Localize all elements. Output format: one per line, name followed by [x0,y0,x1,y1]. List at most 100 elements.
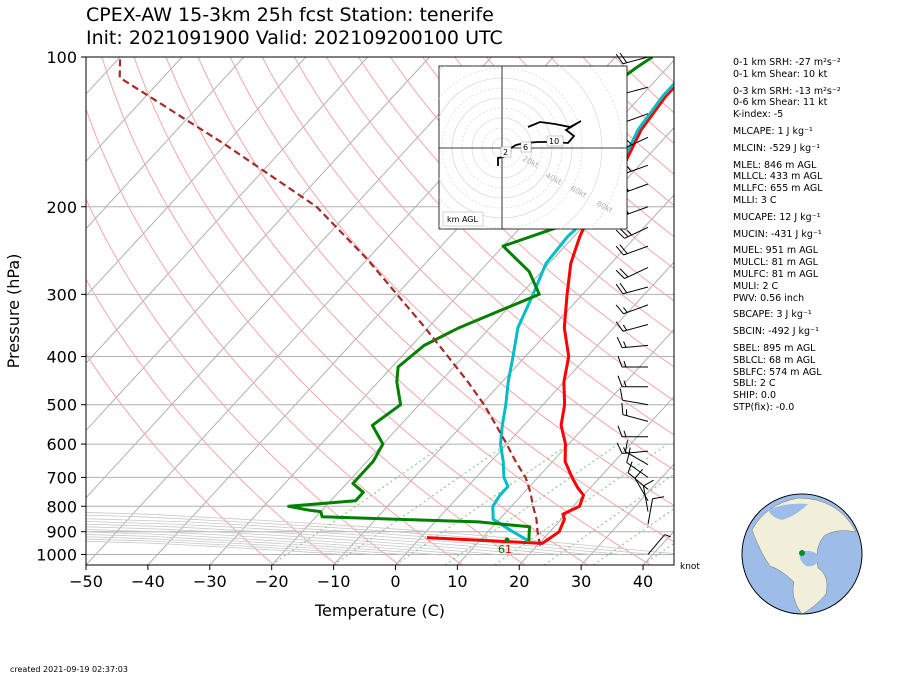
moist-adiabat [0,207,624,555]
x-tick-label: −20 [255,572,289,591]
index-line: MULI: 2 C [733,280,779,292]
wind-barb [615,282,649,295]
wind-barb [621,402,649,422]
y-tick-label: 900 [46,523,77,542]
x-tick-label: 10 [447,572,467,591]
x-tick-label: 0 [390,572,400,591]
x-tick-label: 20 [509,572,529,591]
y-tick-label: 300 [46,285,77,304]
index-line: SBEL: 895 m AGL [733,342,816,354]
isotherm-line [271,126,674,565]
location-globe [741,493,863,615]
dry-adiabat [454,57,674,270]
index-line: MULCL: 81 m AGL [733,257,818,269]
mixing-ratio-line [642,542,674,565]
isotherm-line [457,328,674,565]
wind-barb [647,534,671,555]
dry-adiabat [86,353,275,565]
mixing-ratio-line [543,473,674,565]
wind-unit-label: knot [680,562,700,572]
isotherm-line [86,57,245,230]
index-line: MUCAPE: 12 J kg⁻¹ [733,211,821,223]
moist-adiabat [0,207,596,555]
hodograph-height-box [520,141,532,153]
chart-title-line2: Init: 2021091900 Valid: 202109200100 UTC [86,27,503,49]
wind-barb [619,388,649,406]
wind-barb [615,226,649,239]
surface-label: 1 [505,543,512,556]
isotherm-line [86,57,369,364]
wind-barb [616,336,649,349]
wind-barb [615,244,649,256]
x-tick-label: −50 [69,572,103,591]
index-line: SBCAPE: 3 J kg⁻¹ [733,309,812,321]
index-line: 0-1 km SRH: -27 m²s⁻² [733,57,841,68]
mixing-ratio-line [395,443,569,565]
index-line: MULFC: 81 m AGL [733,268,819,280]
hodograph-height-label: 10 [549,137,559,146]
wind-barb [642,479,654,512]
wind-barb [615,52,649,65]
y-tick-label: 100 [46,48,77,67]
stability-indices: 0-1 km SRH: -27 m²s⁻² 0-1 km Shear: 10 kt… [733,57,903,414]
isotherm-line [86,57,183,163]
index-line: SBLCL: 68 m AGL [733,354,816,366]
wind-barb [615,267,649,279]
isotherm-line [86,57,430,432]
y-tick-label: 500 [46,396,77,415]
dry-adiabat [293,57,674,436]
isotherm-line [333,194,674,565]
y-tick-label: 600 [46,435,77,454]
y-axis-label: Pressure (hPa) [4,254,23,369]
wind-barb [617,425,648,438]
isotherm-line [86,57,307,297]
x-tick-label: 30 [571,572,591,591]
index-line: SHIP: 0.0 [733,390,777,402]
surface-parcel-marker [504,537,510,543]
wind-barb [626,451,649,478]
index-line: MLLI: 3 C [733,194,777,206]
isotherm-line [518,396,674,565]
mixing-ratio-line [271,443,446,565]
y-tick-label: 700 [46,468,77,487]
hodograph-label: km AGL [447,215,479,224]
dry-adiabat [325,57,674,402]
index-line: MLEL: 846 m AGL [733,159,817,171]
index-line: SBCIN: -492 J kg⁻¹ [733,326,819,338]
moist-adiabat [0,207,564,555]
created-timestamp: created 2021-09-19 02:37:03 [10,665,128,674]
dry-adiabat [357,57,674,368]
hodograph-height-box [546,135,564,147]
index-line: K-index: -5 [733,109,784,121]
isotherm-line [86,57,492,499]
mixing-ratio-line [333,443,507,565]
isotherm-line [395,261,674,565]
index-line: 0-1 km Shear: 10 kt [733,68,828,80]
wind-barb [615,304,649,315]
wind-barb [647,496,665,525]
y-tick-label: 1000 [36,545,77,564]
y-tick-label: 400 [46,348,77,367]
y-tick-label: 800 [46,497,77,516]
index-line: PWV: 0.56 inch [733,292,805,304]
hodograph-height-box [500,146,512,158]
dry-adiabat [197,57,674,543]
hodograph-height-label: 6 [523,143,528,152]
isotherm-line [580,463,674,565]
index-line: MLCIN: -529 J kg⁻¹ [733,142,821,154]
profile-line-3 [118,57,542,546]
x-tick-label: −10 [317,572,351,591]
wind-barb [615,321,649,332]
x-tick-label: 40 [633,572,653,591]
dry-adiabat [86,107,463,565]
wind-barb [617,355,648,368]
index-line: MUEL: 951 m AGL [733,245,819,257]
chart-title-line1: CPEX-AW 15-3km 25h fcst Station: tenerif… [86,4,494,26]
dry-adiabat [101,57,526,565]
index-line: 0-3 km SRH: -13 m²s⁻² [733,85,841,97]
dry-adiabat [133,57,588,565]
index-line: MLLFC: 655 m AGL [733,183,823,195]
hodograph-height-label: 2 [503,148,508,157]
